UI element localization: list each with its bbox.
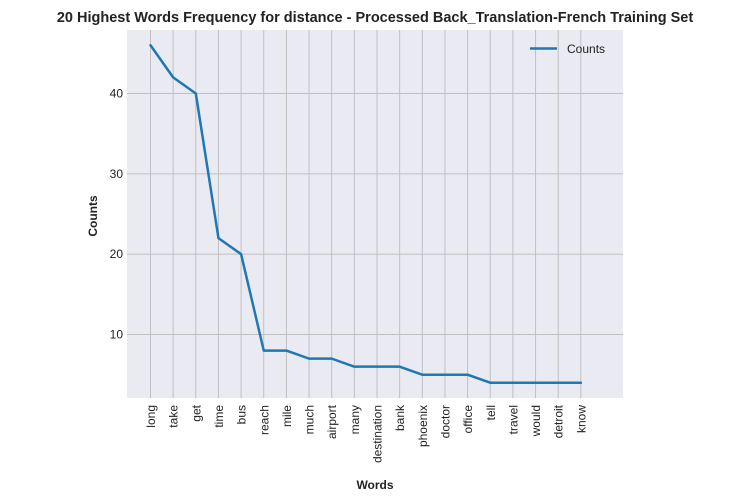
x-tick-label: many [348, 405, 362, 434]
series-line [149, 44, 583, 384]
x-tick-label: time [212, 405, 226, 428]
y-tick-label: 40 [110, 86, 124, 100]
x-tick-label: detroit [552, 404, 566, 438]
y-axis-label: Counts [86, 195, 100, 237]
y-tick-label: 20 [110, 247, 124, 261]
x-tick-label: would [529, 405, 543, 437]
y-tick-label: 10 [110, 328, 124, 342]
series-layer [149, 44, 583, 384]
y-axis-ticks: 10 20 30 40 [110, 86, 124, 341]
x-tick-label: take [167, 405, 181, 428]
x-tick-label: bus [235, 405, 249, 424]
legend: Counts [530, 42, 605, 56]
x-tick-label: phoenix [416, 405, 430, 447]
x-tick-label: tell [484, 405, 498, 420]
x-tick-label: destination [371, 405, 385, 463]
x-tick-label: reach [257, 405, 271, 435]
x-tick-label: office [461, 405, 475, 434]
chart-title: 20 Highest Words Frequency for distance … [57, 10, 693, 26]
grid [127, 30, 623, 398]
x-axis-label: Words [356, 478, 393, 492]
x-tick-label: travel [506, 405, 520, 434]
x-tick-label: long [144, 405, 158, 428]
x-axis-ticks: long take get time bus reach mile much airport ma… [144, 404, 588, 463]
x-tick-label: doctor [438, 405, 452, 438]
x-tick-label: get [189, 404, 203, 421]
y-tick-label: 30 [110, 167, 124, 181]
plot-area [127, 30, 623, 398]
x-tick-label: airport [325, 404, 339, 439]
x-tick-label: mile [280, 405, 294, 427]
x-tick-label: much [303, 405, 317, 434]
x-tick-label: bank [393, 404, 407, 431]
x-tick-label: know [574, 405, 588, 433]
legend-label: Counts [567, 42, 605, 56]
